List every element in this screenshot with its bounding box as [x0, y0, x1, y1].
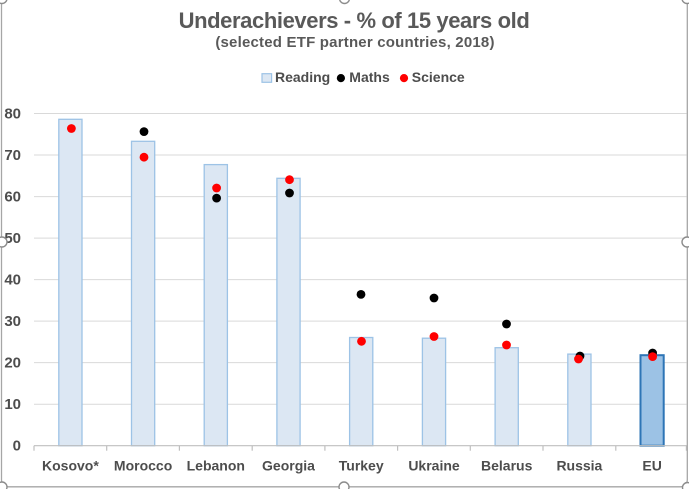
svg-text:60: 60: [4, 189, 21, 206]
svg-text:Maths: Maths: [349, 69, 390, 85]
svg-text:Georgia: Georgia: [262, 458, 315, 474]
svg-text:50: 50: [4, 230, 21, 247]
svg-text:Morocco: Morocco: [114, 458, 172, 474]
svg-text:80: 80: [4, 105, 21, 122]
svg-text:Turkey: Turkey: [339, 458, 384, 474]
svg-text:Kosovo*: Kosovo*: [42, 458, 99, 474]
svg-text:Science: Science: [412, 69, 465, 85]
svg-text:10: 10: [4, 396, 21, 413]
svg-text:Underachievers - % of 15 years: Underachievers - % of 15 years old: [179, 8, 530, 33]
svg-text:70: 70: [4, 147, 21, 164]
svg-text:Belarus: Belarus: [481, 458, 533, 474]
svg-text:40: 40: [4, 272, 21, 289]
svg-text:Russia: Russia: [556, 458, 602, 474]
svg-text:Ukraine: Ukraine: [408, 458, 460, 474]
svg-text:0: 0: [13, 438, 21, 455]
svg-text:30: 30: [4, 313, 21, 330]
svg-text:Reading: Reading: [275, 69, 330, 85]
svg-text:Lebanon: Lebanon: [187, 458, 245, 474]
svg-text:(selected ETF partner countrie: (selected ETF partner countries, 2018): [215, 34, 494, 51]
svg-text:EU: EU: [642, 458, 661, 474]
svg-text:20: 20: [4, 355, 21, 372]
